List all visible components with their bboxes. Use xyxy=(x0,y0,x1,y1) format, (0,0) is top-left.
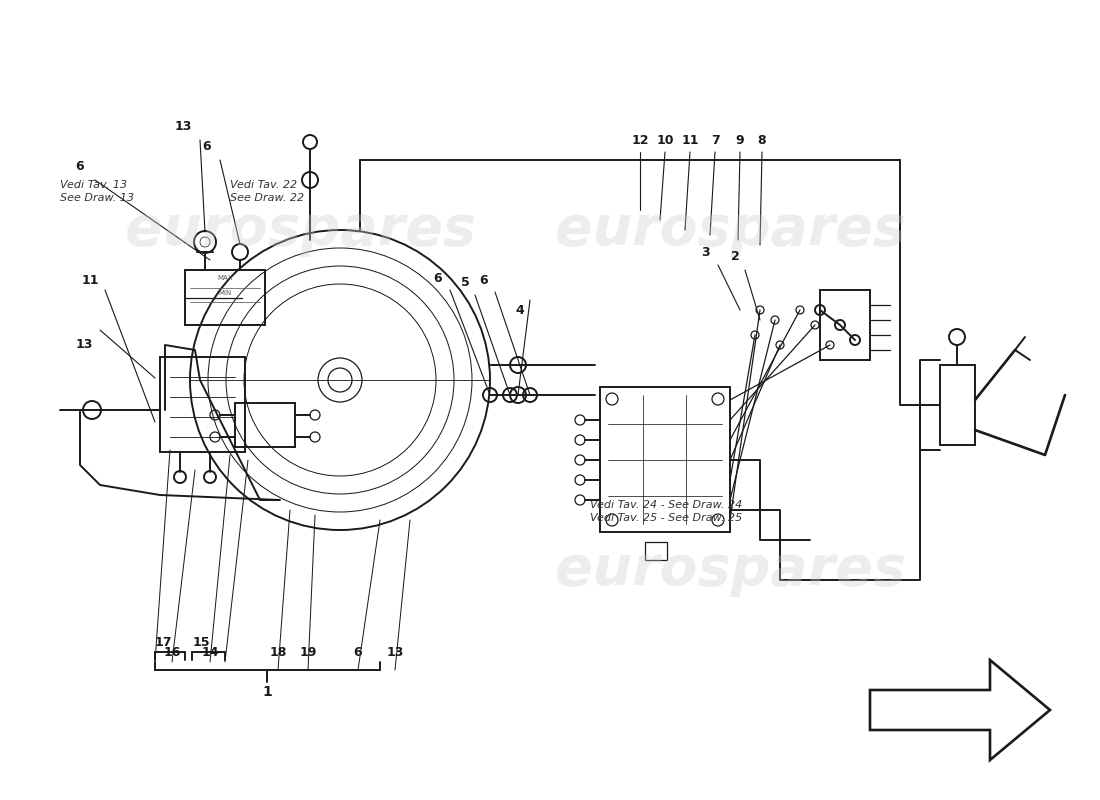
Text: Vedi Tav. 24 - See Draw. 24
Vedi Tav. 25 - See Draw. 25: Vedi Tav. 24 - See Draw. 24 Vedi Tav. 25… xyxy=(590,500,742,523)
Text: 17: 17 xyxy=(154,635,172,649)
Text: 11: 11 xyxy=(81,274,99,286)
Text: 6: 6 xyxy=(433,271,442,285)
Text: eurospares: eurospares xyxy=(124,203,475,257)
Bar xyxy=(645,542,667,560)
Text: 13: 13 xyxy=(386,646,404,658)
Bar xyxy=(160,357,245,452)
Bar xyxy=(940,365,975,445)
Text: eurospares: eurospares xyxy=(554,543,905,597)
Bar xyxy=(185,270,265,325)
Text: 19: 19 xyxy=(299,646,317,658)
Text: MIN: MIN xyxy=(219,290,232,296)
Text: 14: 14 xyxy=(201,646,219,658)
Text: Vedi Tav. 13
See Draw. 13: Vedi Tav. 13 See Draw. 13 xyxy=(60,180,134,203)
Text: Vedi Tav. 22
See Draw. 22: Vedi Tav. 22 See Draw. 22 xyxy=(230,180,304,203)
Bar xyxy=(235,403,295,447)
Text: 9: 9 xyxy=(736,134,745,146)
Text: 6: 6 xyxy=(76,161,85,174)
Text: 11: 11 xyxy=(681,134,698,146)
Text: eurospares: eurospares xyxy=(554,203,905,257)
Text: 7: 7 xyxy=(711,134,719,146)
Text: 10: 10 xyxy=(657,134,673,146)
Text: 13: 13 xyxy=(174,121,191,134)
Text: 16: 16 xyxy=(163,646,180,658)
Text: 13: 13 xyxy=(75,338,92,351)
Text: 12: 12 xyxy=(631,134,649,146)
Text: 2: 2 xyxy=(730,250,739,263)
Text: 5: 5 xyxy=(461,277,470,290)
Text: MAX: MAX xyxy=(218,275,233,281)
Text: 6: 6 xyxy=(354,646,362,658)
Text: 3: 3 xyxy=(701,246,710,258)
Text: 6: 6 xyxy=(480,274,488,286)
Bar xyxy=(600,387,730,532)
Text: 18: 18 xyxy=(270,646,287,658)
Text: 4: 4 xyxy=(516,303,525,317)
Text: 8: 8 xyxy=(758,134,767,146)
Text: 1: 1 xyxy=(262,685,272,699)
Text: 15: 15 xyxy=(192,635,210,649)
Text: 6: 6 xyxy=(202,141,211,154)
